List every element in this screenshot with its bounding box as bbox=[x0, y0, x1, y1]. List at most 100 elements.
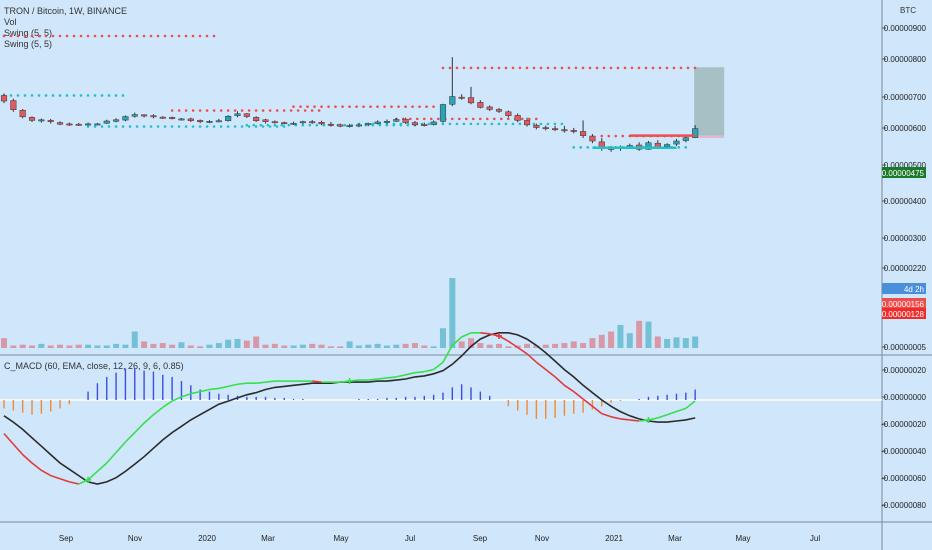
swing-high-dot bbox=[462, 66, 466, 70]
swing-high-dot bbox=[51, 34, 55, 38]
swing-low-dot bbox=[86, 125, 90, 128]
swing-high-dot bbox=[320, 105, 323, 108]
volume-bar bbox=[542, 344, 549, 348]
volume-bar bbox=[253, 336, 260, 348]
swing-high-dot bbox=[693, 66, 697, 70]
volume-bar bbox=[626, 333, 633, 348]
macd-indicator-label[interactable]: C_MACD (60, EMA, close, 12, 26, 9, 6, 0.… bbox=[4, 361, 184, 371]
price-tick-label: 0.00000700 bbox=[884, 93, 927, 102]
swing-low-dot bbox=[586, 146, 590, 149]
swing-high-dot bbox=[65, 34, 69, 38]
swing-low-dot bbox=[497, 122, 501, 126]
macd-fast-segment bbox=[405, 371, 416, 376]
macd-fast-segment bbox=[535, 361, 547, 371]
swing-low-dot bbox=[579, 146, 583, 149]
swing-high-dot bbox=[177, 34, 181, 38]
swing-high-dot bbox=[30, 34, 34, 38]
swing-high-dot bbox=[432, 105, 435, 108]
swing-high-dot bbox=[492, 117, 496, 121]
candle-body bbox=[542, 127, 549, 130]
macd-fast-segment bbox=[87, 470, 98, 481]
swing-low-dot bbox=[427, 122, 431, 126]
candle-body bbox=[113, 119, 120, 122]
candle-body bbox=[215, 120, 222, 123]
macd-tick-label: 0.00000020 bbox=[884, 366, 927, 375]
price-tag-bg bbox=[882, 167, 926, 178]
price-tick-label: 0.00000900 bbox=[884, 24, 927, 33]
swing-high-dot bbox=[121, 34, 125, 38]
swing-low-dot bbox=[114, 125, 118, 128]
swing-high-dot bbox=[436, 117, 440, 121]
time-tick-label: Sep bbox=[473, 534, 488, 543]
macd-fast-segment bbox=[498, 335, 509, 342]
swing-high-dot bbox=[390, 105, 393, 108]
swing-high-dot bbox=[296, 109, 300, 112]
macd-fast-segment bbox=[12, 443, 24, 456]
swing-high-dot bbox=[205, 109, 209, 112]
swing-high-dot bbox=[415, 117, 419, 121]
price-tick-label: 0.00000005 bbox=[884, 343, 927, 352]
candle-body bbox=[66, 123, 73, 126]
candle-body bbox=[383, 121, 390, 123]
swing-low-dot bbox=[280, 123, 284, 127]
macd-fast-segment bbox=[582, 398, 593, 407]
candle-body bbox=[290, 122, 297, 125]
volume-bar bbox=[411, 343, 418, 348]
macd-tick-label: -0.00000080 bbox=[881, 501, 926, 510]
swing-low-dot bbox=[282, 125, 286, 128]
candle-body bbox=[580, 131, 587, 136]
macd-cross-marker bbox=[496, 332, 503, 339]
swing-high-dot bbox=[149, 34, 153, 38]
swing-high-dot bbox=[299, 105, 302, 108]
swing-high-dot bbox=[16, 34, 20, 38]
price-tick-label: 0.00000800 bbox=[884, 55, 927, 64]
swing-high-dot bbox=[448, 66, 452, 70]
swing-high-dot bbox=[595, 66, 599, 70]
volume-bar bbox=[178, 342, 185, 348]
swing-low-dot bbox=[539, 122, 543, 126]
volume-bar bbox=[10, 345, 17, 348]
swing-low-dot bbox=[107, 125, 111, 128]
swing-high-dot bbox=[170, 109, 174, 112]
swing-high-dot bbox=[383, 105, 386, 108]
swing-high-dot bbox=[135, 34, 139, 38]
swing-high-dot bbox=[411, 105, 414, 108]
swing-indicator-label-2[interactable]: Swing (5, 5) bbox=[4, 39, 53, 49]
swing-high-dot bbox=[471, 117, 475, 121]
volume-bar bbox=[38, 343, 45, 348]
swing-high-dot bbox=[289, 109, 293, 112]
swing-low-dot bbox=[572, 146, 576, 149]
volume-indicator-label[interactable]: Vol bbox=[4, 17, 17, 27]
candle-body bbox=[421, 124, 428, 126]
macd-fast-segment bbox=[377, 377, 388, 380]
swing-high-dot bbox=[355, 105, 358, 108]
swing-low-dot bbox=[233, 125, 237, 128]
macd-tick-label: -0.00000060 bbox=[881, 474, 926, 483]
candle-body bbox=[486, 106, 493, 110]
macd-fast-segment bbox=[414, 370, 425, 374]
swing-high-dot bbox=[198, 109, 202, 112]
volume-bar bbox=[449, 278, 456, 348]
macd-fast-segment bbox=[545, 368, 556, 378]
swing-high-dot bbox=[240, 109, 244, 112]
candle-body bbox=[402, 118, 409, 123]
swing-low-dot bbox=[553, 122, 557, 126]
swing-low-dot bbox=[385, 122, 389, 126]
candle-body bbox=[159, 116, 166, 119]
time-tick-label: Sep bbox=[59, 534, 74, 543]
swing-indicator-label-1[interactable]: Swing (5, 5) bbox=[4, 28, 53, 38]
swing-high-dot bbox=[418, 105, 421, 108]
swing-high-dot bbox=[623, 66, 627, 70]
candle-body bbox=[131, 114, 138, 117]
volume-bar bbox=[122, 344, 129, 348]
candle-body bbox=[150, 115, 157, 118]
volume-bar bbox=[570, 341, 577, 348]
swing-high-dot bbox=[574, 66, 578, 70]
volume-bar bbox=[589, 338, 596, 348]
volume-bar bbox=[477, 343, 484, 348]
swing-low-dot bbox=[483, 122, 487, 126]
swing-high-dot bbox=[212, 109, 216, 112]
candle-body bbox=[664, 144, 671, 147]
